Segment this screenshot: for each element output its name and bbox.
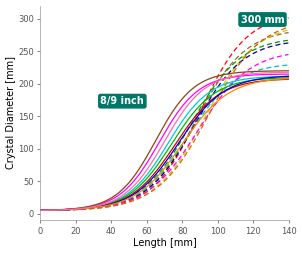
Y-axis label: Crystal Diameter [mm]: Crystal Diameter [mm] [5, 56, 16, 169]
Text: 8/9 inch: 8/9 inch [101, 96, 144, 106]
Text: 300 mm: 300 mm [241, 14, 284, 25]
X-axis label: Length [mm]: Length [mm] [133, 239, 196, 248]
